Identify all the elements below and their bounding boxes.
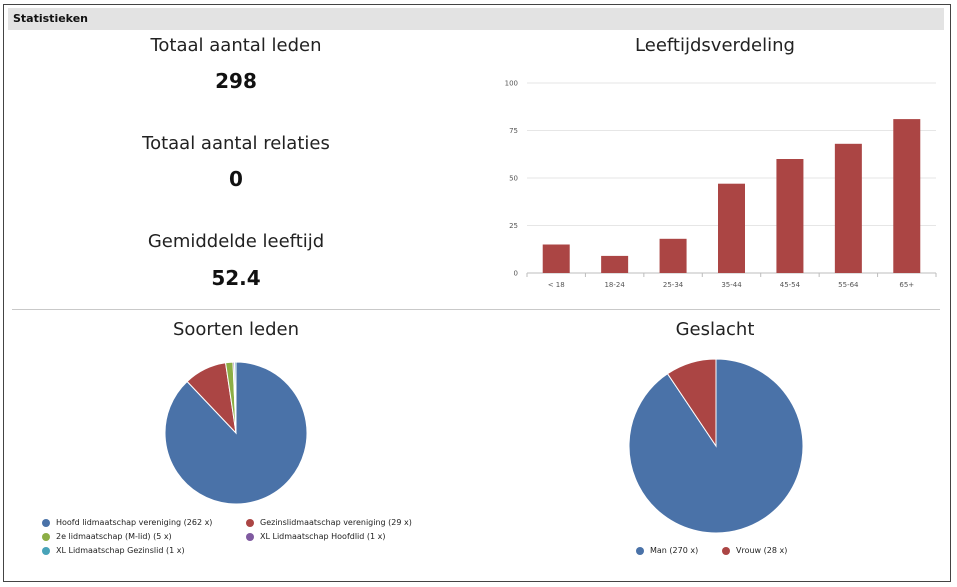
total-relations-label: Totaal aantal relaties bbox=[142, 133, 330, 154]
legend-marker bbox=[246, 532, 254, 541]
legend-item[interactable]: XL Lidmaatschap Gezinslid (1 x) bbox=[42, 546, 185, 555]
bar[interactable] bbox=[718, 183, 745, 273]
legend-label: Hoofd lidmaatschap vereniging (262 x) bbox=[56, 518, 213, 527]
legend-item[interactable]: Vrouw (28 x) bbox=[722, 546, 787, 555]
age-chart-title: Leeftijdsverdeling bbox=[635, 35, 795, 56]
legend-label: 2e lidmaatschap (M-lid) (5 x) bbox=[56, 532, 172, 541]
section-divider bbox=[12, 309, 940, 310]
gender-title: Geslacht bbox=[675, 319, 755, 340]
y-tick-label: 75 bbox=[509, 127, 518, 135]
bar[interactable] bbox=[659, 238, 687, 273]
legend-label: XL Lidmaatschap Hoofdlid (1 x) bbox=[260, 532, 386, 541]
bar[interactable] bbox=[601, 255, 629, 273]
total-members-label: Totaal aantal leden bbox=[150, 35, 322, 56]
total-members-value: 298 bbox=[215, 69, 257, 93]
average-age-value: 52.4 bbox=[211, 266, 261, 290]
legend-label: Gezinslidmaatschap vereniging (29 x) bbox=[260, 518, 412, 527]
legend-item[interactable]: Hoofd lidmaatschap vereniging (262 x) bbox=[42, 518, 212, 527]
y-tick-label: 0 bbox=[514, 270, 518, 278]
legend-label: XL Lidmaatschap Gezinslid (1 x) bbox=[56, 546, 185, 555]
legend-item[interactable]: XL Lidmaatschap Hoofdlid (1 x) bbox=[246, 532, 386, 541]
panel-header: Statistieken bbox=[8, 8, 944, 30]
gender-pie bbox=[628, 358, 804, 534]
x-tick-label: 45-54 bbox=[780, 281, 801, 289]
legend-item[interactable]: Gezinslidmaatschap vereniging (29 x) bbox=[246, 518, 412, 527]
bar[interactable] bbox=[542, 244, 570, 274]
member-types-title: Soorten leden bbox=[172, 319, 300, 340]
legend-item[interactable]: Man (270 x) bbox=[636, 546, 698, 555]
legend-label: Man (270 x) bbox=[650, 546, 699, 555]
bar[interactable] bbox=[776, 159, 804, 273]
x-tick-label: 35-44 bbox=[721, 281, 742, 289]
pie-slice[interactable] bbox=[666, 358, 717, 448]
y-tick-label: 50 bbox=[509, 175, 518, 183]
legend-marker bbox=[636, 546, 644, 555]
x-tick-label: 55-64 bbox=[838, 281, 859, 289]
statistics-panel: Statistieken Totaal aantal leden 298 Tot… bbox=[3, 4, 951, 582]
legend-marker bbox=[722, 546, 730, 555]
panel-title: Statistieken bbox=[13, 12, 88, 25]
age-distribution-chart: 0 25 50 75 100 < 18 18-24 25-34 35-44 45-54 55-64 6… bbox=[505, 80, 937, 289]
legend-item[interactable]: 2e lidmaatschap (M-lid) (5 x) bbox=[42, 532, 172, 541]
bar[interactable] bbox=[834, 143, 862, 273]
x-tick-label: 65+ bbox=[899, 281, 914, 289]
total-relations-value: 0 bbox=[229, 167, 243, 191]
legend-marker bbox=[246, 518, 254, 527]
legend-marker bbox=[42, 518, 50, 527]
member-types-pie bbox=[164, 361, 308, 505]
legend-marker bbox=[42, 532, 50, 541]
legend-label: Vrouw (28 x) bbox=[736, 546, 788, 555]
average-age-label: Gemiddelde leeftijd bbox=[147, 231, 325, 252]
pie-slice[interactable] bbox=[233, 361, 237, 434]
legend-marker bbox=[42, 546, 50, 555]
x-tick-label: 18-24 bbox=[604, 281, 625, 289]
y-tick-label: 100 bbox=[505, 80, 518, 88]
y-tick-label: 25 bbox=[509, 222, 518, 230]
bar[interactable] bbox=[893, 119, 921, 273]
x-tick-label: 25-34 bbox=[663, 281, 684, 289]
x-tick-label: < 18 bbox=[548, 281, 565, 289]
